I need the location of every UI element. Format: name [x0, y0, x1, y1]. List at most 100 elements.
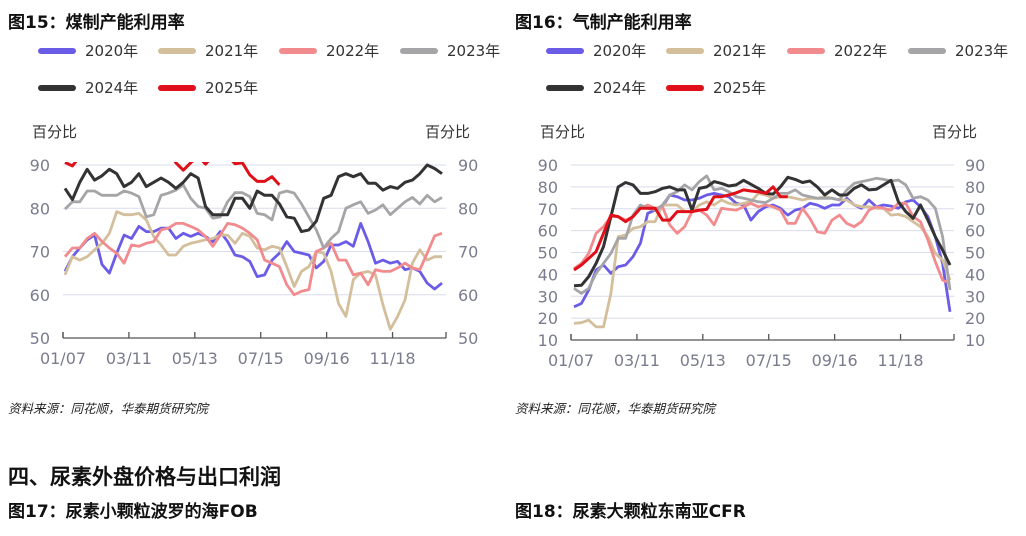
y-tick-label-left: 80	[30, 199, 50, 218]
y-axis-label-right: 百分比	[932, 123, 977, 141]
chart-title-coal: 图15：煤制产能利用率	[8, 13, 185, 33]
x-tick-label: 01/07	[548, 351, 594, 370]
figure-18-title: 图18：尿素大颗粒东南亚CFR	[515, 502, 746, 522]
y-axis-label-right: 百分比	[425, 123, 470, 141]
series-line-2022	[63, 222, 443, 297]
y-tick-label-right: 90	[965, 156, 985, 175]
series-line-2025	[573, 185, 788, 272]
legend-swatch	[908, 47, 946, 54]
y-tick-label-right: 50	[965, 244, 985, 263]
y-tick-label-left: 10	[538, 331, 558, 350]
legend-item: 2020年	[546, 40, 646, 61]
legend-swatch	[279, 47, 317, 54]
legend-item: 2025年	[666, 77, 766, 98]
y-tick-label-left: 70	[538, 200, 558, 219]
legend-label: 2021年	[713, 42, 767, 60]
legend-label: 2024年	[85, 79, 139, 97]
legend-label: 2025年	[205, 79, 259, 97]
legend-swatch	[666, 47, 704, 54]
legend-item: 2022年	[279, 40, 379, 61]
legend-item: 2023年	[908, 40, 1008, 61]
legend-label: 2025年	[713, 79, 767, 97]
y-tick-label-right: 20	[965, 309, 985, 328]
y-tick-label-left: 80	[538, 178, 558, 197]
legend-item: 2024年	[38, 77, 138, 98]
y-tick-label-right: 90	[458, 156, 478, 175]
legend-item: 2023年	[400, 40, 500, 61]
y-tick-label-left: 90	[30, 156, 50, 175]
legend-swatch	[38, 47, 76, 54]
legend-item: 2020年	[38, 40, 138, 61]
legend-label: 2022年	[834, 42, 888, 60]
legend-swatch	[546, 84, 584, 91]
legend-swatch	[158, 47, 196, 54]
y-axis-label-left: 百分比	[32, 123, 77, 141]
x-tick-label: 03/11	[614, 351, 660, 370]
legend-swatch	[400, 47, 438, 54]
legend-label: 2022年	[326, 42, 380, 60]
section-heading: 四、尿素外盘价格与出口利润	[8, 465, 281, 489]
y-tick-label-right: 30	[965, 287, 985, 306]
series-line-2023	[573, 174, 952, 295]
y-tick-label-left: 30	[538, 287, 558, 306]
x-tick-label: 11/18	[369, 349, 415, 368]
series-line-2020	[63, 222, 443, 291]
legend-label: 2020年	[593, 42, 647, 60]
y-tick-label-left: 40	[538, 265, 558, 284]
legend-item: 2025年	[158, 77, 258, 98]
y-axis-label-left: 百分比	[540, 123, 585, 141]
chart-title-gas: 图16：气制产能利用率	[515, 13, 692, 33]
x-tick-label: 07/15	[746, 351, 792, 370]
legend-label: 2024年	[593, 79, 647, 97]
legend-label: 2023年	[955, 42, 1009, 60]
y-tick-label-right: 10	[965, 331, 985, 350]
x-tick-label: 09/16	[812, 351, 858, 370]
y-tick-label-right: 50	[458, 329, 478, 348]
y-tick-label-left: 20	[538, 309, 558, 328]
legend-swatch	[666, 84, 704, 91]
legend-swatch	[158, 84, 196, 91]
series-line-2021	[573, 192, 952, 329]
chart-gas-utilization: 百分比 百分比 90 90 80 80 70 70 60 60 50 50 40 40 30 30 20 20 10…	[538, 123, 986, 370]
y-tick-label-right: 80	[458, 199, 478, 218]
y-tick-label-right: 70	[965, 200, 985, 219]
legend-item: 2024年	[546, 77, 646, 98]
y-tick-label-left: 50	[538, 244, 558, 263]
legend-label: 2021年	[205, 42, 259, 60]
y-tick-label-left: 90	[538, 156, 558, 175]
legend-label: 2023年	[447, 42, 501, 60]
x-tick-label: 01/07	[40, 349, 86, 368]
legend-item: 2021年	[666, 40, 766, 61]
series-line-2024	[573, 175, 952, 288]
y-tick-label-right: 60	[458, 286, 478, 305]
y-tick-label-left: 60	[30, 286, 50, 305]
series-line-2025	[64, 162, 281, 186]
series-line-2020	[573, 192, 952, 313]
x-tick-label: 03/11	[106, 349, 152, 368]
y-tick-label-right: 40	[965, 265, 985, 284]
series-line-2021	[63, 210, 442, 331]
series-line-2024	[63, 163, 443, 234]
legend-swatch	[787, 47, 825, 54]
x-tick-label: 05/13	[172, 349, 218, 368]
y-tick-label-right: 60	[965, 222, 985, 241]
legend-swatch	[38, 84, 76, 91]
y-tick-label-left: 50	[30, 329, 50, 348]
y-tick-label-left: 70	[30, 243, 50, 262]
series-line-2023	[64, 183, 443, 250]
figure-17-title: 图17：尿素小颗粒波罗的海FOB	[8, 502, 258, 522]
legend-item: 2021年	[158, 40, 258, 61]
x-tick-label: 07/15	[238, 349, 284, 368]
x-tick-label: 05/13	[680, 351, 726, 370]
y-tick-label-right: 70	[458, 243, 478, 262]
source-note-coal: 资料来源：同花顺，华泰期货研究院	[8, 401, 209, 416]
y-tick-label-left: 60	[538, 222, 558, 241]
legend-item: 2022年	[787, 40, 887, 61]
legend-label: 2020年	[85, 42, 139, 60]
x-tick-label: 09/16	[304, 349, 350, 368]
y-tick-label-right: 80	[965, 178, 985, 197]
source-note-gas: 资料来源：同花顺，华泰期货研究院	[515, 401, 716, 416]
x-tick-label: 11/18	[877, 351, 923, 370]
legend-swatch	[546, 47, 584, 54]
